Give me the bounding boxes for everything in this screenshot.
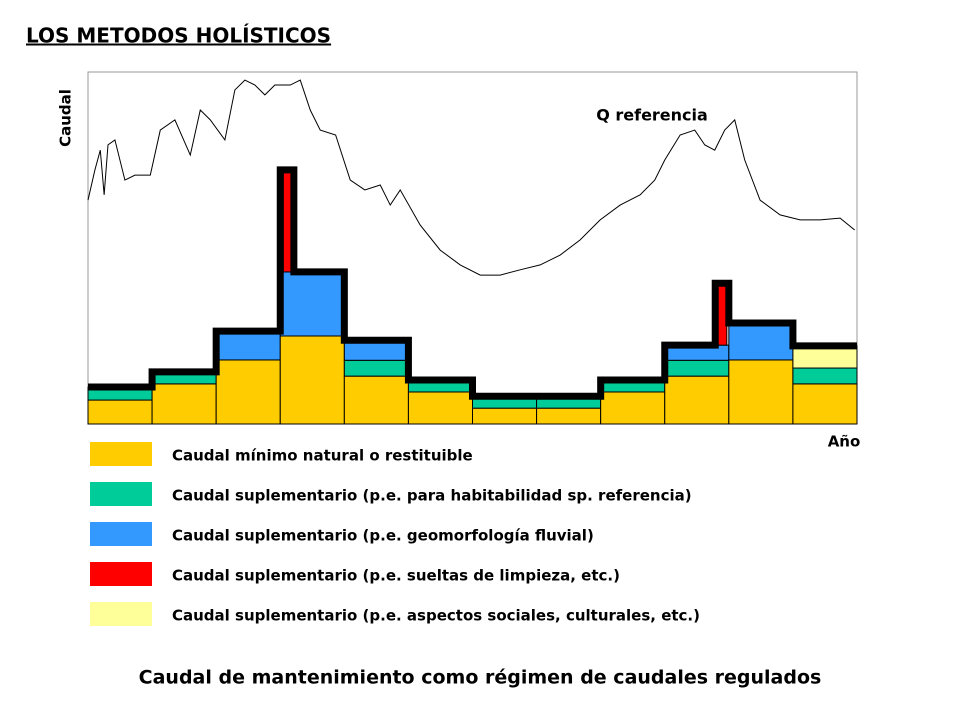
bar-segment (728, 359, 794, 425)
slide-title: LOS METODOS HOLÍSTICOS (26, 24, 331, 48)
bar-segment (792, 367, 858, 385)
bar-segment (279, 271, 345, 337)
legend-label: Caudal suplementario (p.e. para habitabi… (172, 487, 692, 505)
bar-segment (407, 391, 473, 425)
legend-label: Caudal suplementario (p.e. geomorfología… (172, 527, 594, 545)
bar-segment (600, 391, 666, 425)
legend-swatch (90, 602, 152, 626)
legend-swatch (90, 562, 152, 586)
bar-segment (792, 383, 858, 425)
bar-segment (279, 335, 345, 425)
bar-segment (472, 407, 538, 425)
legend-swatch (90, 522, 152, 546)
bar-segment (343, 375, 409, 425)
bar-segment (87, 399, 153, 425)
reference-line-label: Q referencia (596, 106, 708, 125)
bar-segment (664, 375, 730, 425)
stack-outline (88, 166, 857, 400)
caption: Caudal de mantenimiento como régimen de … (139, 667, 822, 689)
legend-label: Caudal suplementario (p.e. sueltas de li… (172, 567, 620, 585)
x-axis-label: Año (828, 433, 861, 451)
legend-swatch (90, 442, 152, 466)
bar-segment (215, 330, 281, 361)
legend-label: Caudal mínimo natural o restituible (172, 447, 473, 465)
bar-segment (343, 359, 409, 377)
legend-swatch (90, 482, 152, 506)
bar-segment (151, 383, 217, 425)
bar-segment (215, 359, 281, 425)
y-axis-label: Caudal (57, 89, 75, 147)
bar-segment (728, 322, 794, 361)
reference-line (87, 79, 856, 276)
legend-label: Caudal suplementario (p.e. aspectos soci… (172, 607, 700, 625)
bar-segment (664, 359, 730, 377)
bar-segment (536, 407, 602, 425)
